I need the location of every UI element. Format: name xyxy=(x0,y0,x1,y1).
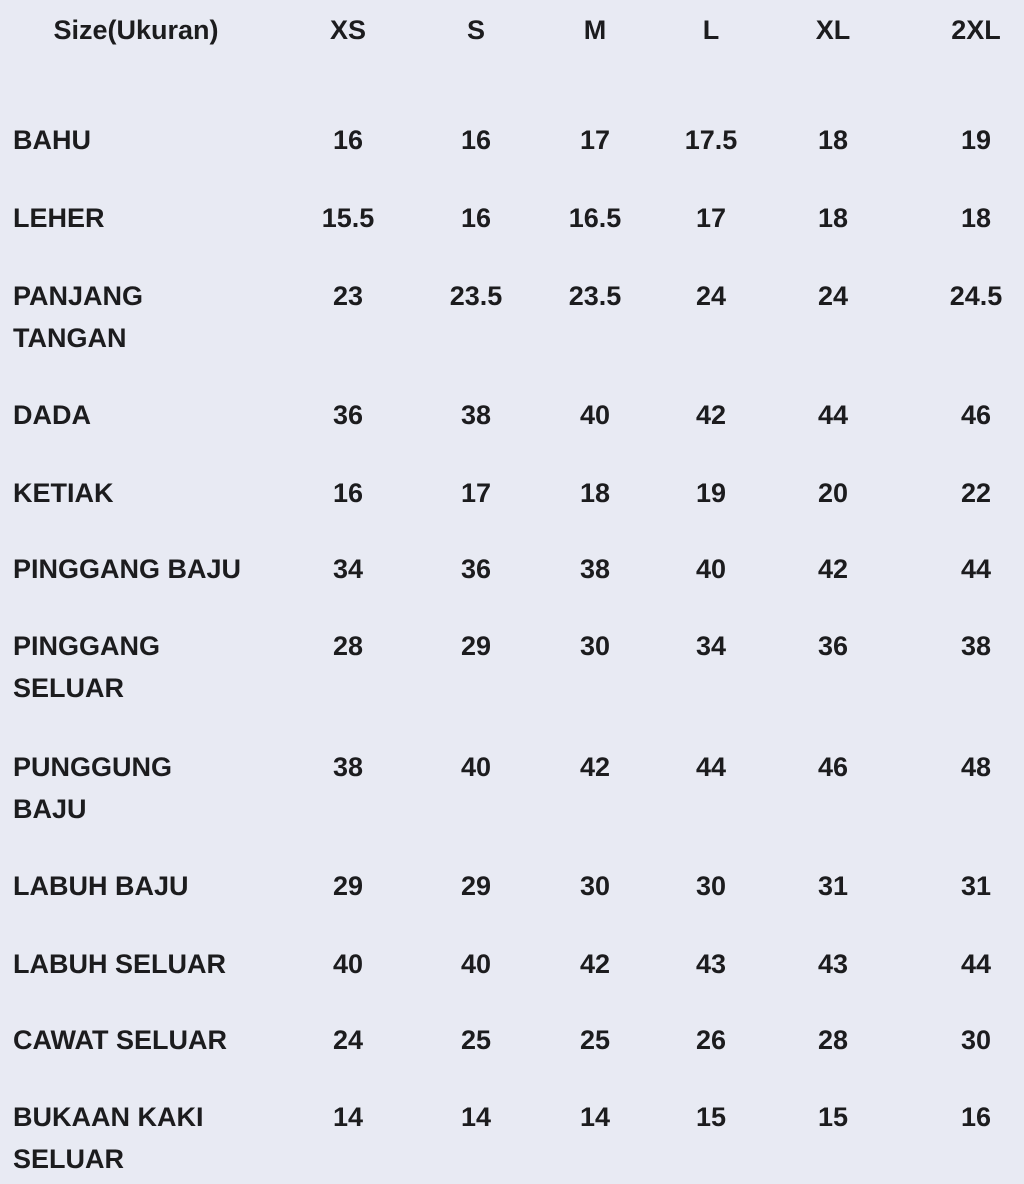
row-label: LABUH SELUAR xyxy=(13,949,226,979)
table-cell: 17.5 xyxy=(684,125,738,155)
table-cell: 24 xyxy=(817,281,849,311)
table-cell: 36 xyxy=(332,400,364,430)
table-cell: 31 xyxy=(817,871,849,901)
row-label: DADA xyxy=(13,400,91,430)
row-label: CAWAT SELUAR xyxy=(13,1025,227,1055)
size-header-2xl: 2XL xyxy=(951,15,1001,45)
table-cell: 46 xyxy=(817,752,849,782)
table-cell: 23.5 xyxy=(568,281,622,311)
table-cell: 34 xyxy=(695,631,727,661)
row-label: PANJANG TANGAN xyxy=(13,281,144,353)
table-cell: 14 xyxy=(579,1102,611,1132)
table-cell: 44 xyxy=(817,400,849,430)
table-cell: 40 xyxy=(332,949,364,979)
size-header-xs: XS xyxy=(329,15,367,45)
table-cell: 16 xyxy=(332,125,364,155)
table-cell: 28 xyxy=(817,1025,849,1055)
row-label: KETIAK xyxy=(13,478,114,508)
table-cell: 16 xyxy=(332,478,364,508)
table-cell: 42 xyxy=(579,949,611,979)
table-cell: 48 xyxy=(960,752,992,782)
header-label: Size(Ukuran) xyxy=(53,15,219,45)
table-cell: 26 xyxy=(695,1025,727,1055)
table-cell: 16 xyxy=(460,203,492,233)
table-cell: 46 xyxy=(960,400,992,430)
table-cell: 30 xyxy=(579,871,611,901)
table-cell: 44 xyxy=(695,752,727,782)
table-cell: 29 xyxy=(332,871,364,901)
table-cell: 20 xyxy=(817,478,849,508)
table-cell: 28 xyxy=(332,631,364,661)
table-cell: 15.5 xyxy=(321,203,375,233)
table-cell: 38 xyxy=(332,752,364,782)
table-cell: 40 xyxy=(695,554,727,584)
row-label: PUNGGUNG BAJU xyxy=(13,752,173,824)
table-cell: 17 xyxy=(460,478,492,508)
table-cell: 24.5 xyxy=(949,281,1003,311)
table-cell: 43 xyxy=(695,949,727,979)
table-cell: 23 xyxy=(332,281,364,311)
table-cell: 30 xyxy=(579,631,611,661)
table-cell: 30 xyxy=(695,871,727,901)
table-cell: 42 xyxy=(817,554,849,584)
table-cell: 36 xyxy=(460,554,492,584)
table-cell: 16 xyxy=(460,125,492,155)
table-cell: 16.5 xyxy=(568,203,622,233)
table-cell: 14 xyxy=(332,1102,364,1132)
table-cell: 31 xyxy=(960,871,992,901)
row-label: LEHER xyxy=(13,203,105,233)
row-label: PINGGANG BAJU xyxy=(13,554,242,584)
table-cell: 14 xyxy=(460,1102,492,1132)
table-cell: 18 xyxy=(960,203,992,233)
table-cell: 17 xyxy=(579,125,611,155)
table-cell: 17 xyxy=(695,203,727,233)
table-cell: 42 xyxy=(695,400,727,430)
row-label: BUKAAN KAKI SELUAR xyxy=(13,1102,204,1174)
table-cell: 18 xyxy=(817,203,849,233)
table-cell: 16 xyxy=(960,1102,992,1132)
table-cell: 43 xyxy=(817,949,849,979)
table-cell: 36 xyxy=(817,631,849,661)
size-header-xl: XL xyxy=(815,15,851,45)
table-cell: 40 xyxy=(579,400,611,430)
table-cell: 40 xyxy=(460,949,492,979)
table-cell: 23.5 xyxy=(449,281,503,311)
table-cell: 38 xyxy=(460,400,492,430)
table-cell: 44 xyxy=(960,949,992,979)
table-cell: 34 xyxy=(332,554,364,584)
table-cell: 25 xyxy=(460,1025,492,1055)
table-cell: 22 xyxy=(960,478,992,508)
table-cell: 42 xyxy=(579,752,611,782)
table-cell: 30 xyxy=(960,1025,992,1055)
table-cell: 38 xyxy=(960,631,992,661)
row-label: LABUH BAJU xyxy=(13,871,189,901)
row-label: BAHU xyxy=(13,125,91,155)
table-cell: 29 xyxy=(460,631,492,661)
row-label: PINGGANG SELUAR xyxy=(13,631,161,703)
table-cell: 44 xyxy=(960,554,992,584)
table-cell: 19 xyxy=(960,125,992,155)
table-cell: 38 xyxy=(579,554,611,584)
table-cell: 24 xyxy=(695,281,727,311)
table-cell: 18 xyxy=(579,478,611,508)
table-cell: 25 xyxy=(579,1025,611,1055)
table-cell: 15 xyxy=(695,1102,727,1132)
table-cell: 18 xyxy=(817,125,849,155)
size-header-s: S xyxy=(466,15,486,45)
size-header-m: M xyxy=(583,15,607,45)
table-cell: 24 xyxy=(332,1025,364,1055)
table-cell: 15 xyxy=(817,1102,849,1132)
size-header-l: L xyxy=(702,15,720,45)
table-cell: 19 xyxy=(695,478,727,508)
table-cell: 29 xyxy=(460,871,492,901)
table-cell: 40 xyxy=(460,752,492,782)
